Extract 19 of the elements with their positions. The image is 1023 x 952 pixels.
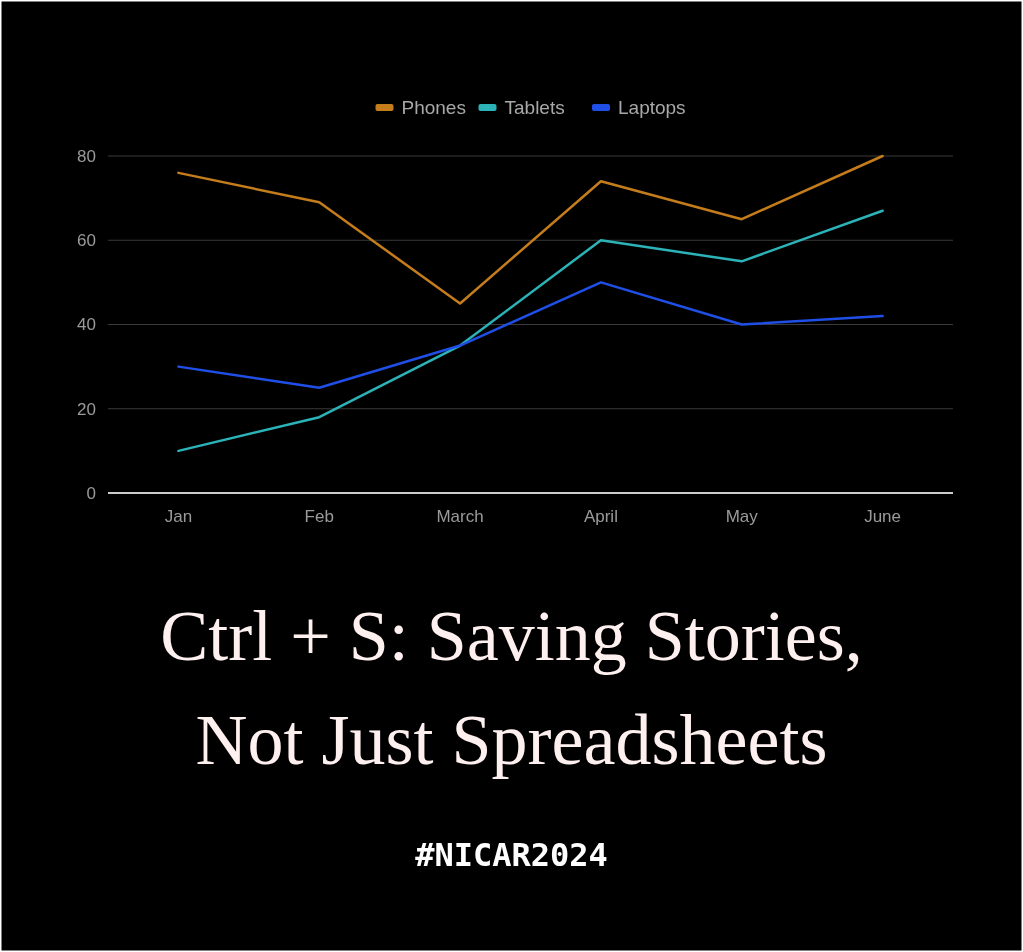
legend-label: Tablets: [504, 96, 565, 118]
text: #NICAR2024: [415, 836, 608, 874]
text: Ctrl + S: Saving Stories, Not Just Spreadsheets: [160, 596, 863, 780]
y-tick-label: 60: [77, 231, 96, 251]
y-tick-label: 20: [77, 399, 96, 419]
line-series: [177, 281, 884, 389]
legend-label: Phones: [401, 96, 466, 118]
x-tick-label: Feb: [304, 507, 334, 526]
legend-label: Laptops: [618, 96, 686, 118]
x-tick-label: May: [725, 507, 759, 526]
x-tick-label: Jan: [164, 507, 193, 526]
x-tick-label: April: [583, 507, 618, 526]
y-tick-label: 0: [86, 483, 96, 503]
y-tick-label: 40: [77, 315, 96, 335]
x-tick-label: March: [436, 507, 484, 526]
y-tick-label: 80: [77, 146, 96, 166]
line-series: [177, 154, 884, 305]
line-series: [177, 209, 884, 453]
x-tick-label: June: [864, 507, 902, 526]
